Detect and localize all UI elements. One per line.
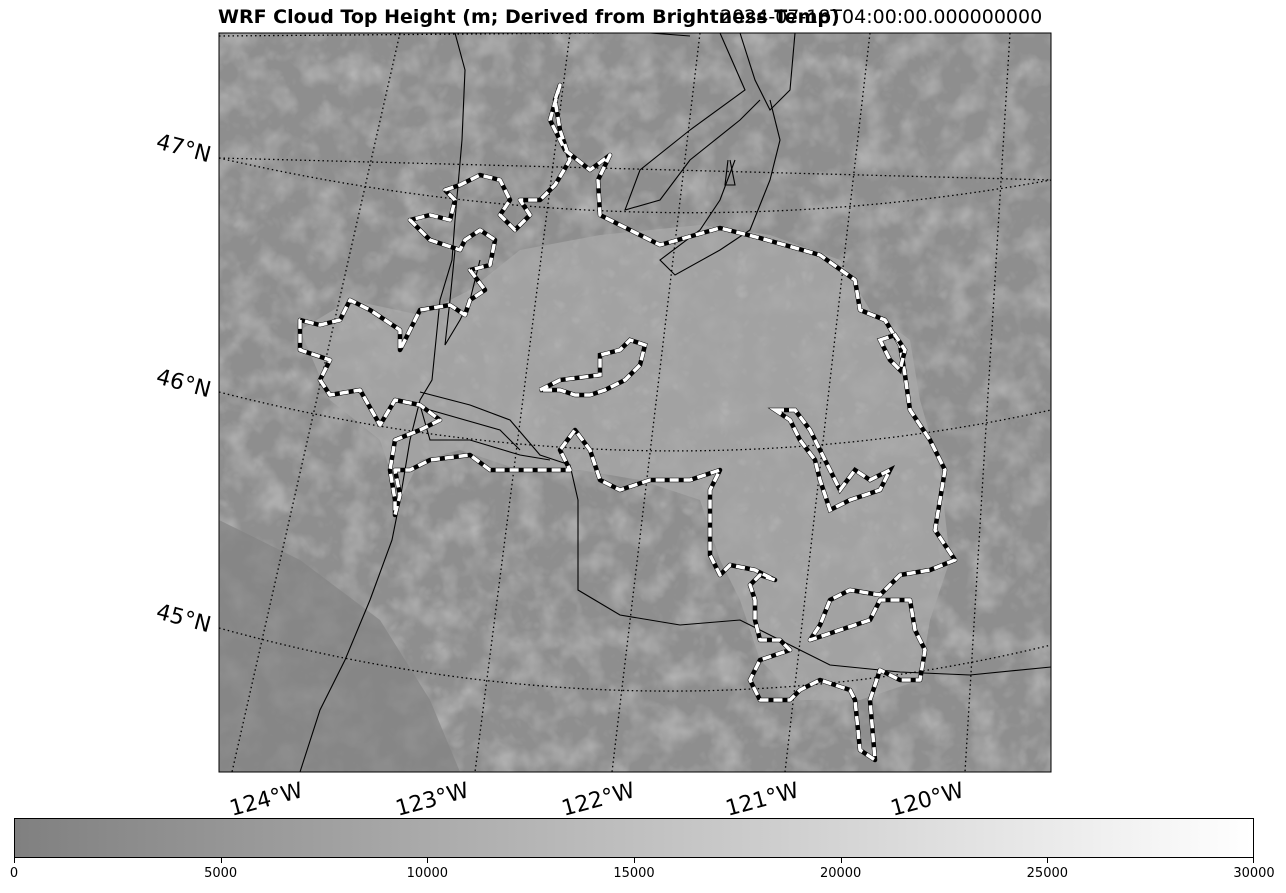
lon-label-122: 122°W bbox=[559, 778, 638, 822]
map-timestamp: 2024-07-18T04:00:00.000000000 bbox=[720, 6, 1043, 28]
colorbar-tick bbox=[1253, 858, 1254, 863]
cloud-contour bbox=[297, 82, 958, 763]
colorbar-tick-label: 30000 bbox=[1233, 866, 1275, 881]
colorbar-tick bbox=[427, 858, 429, 863]
lat-label-46: 46°N bbox=[153, 365, 213, 404]
colorbar-tick-label: 5000 bbox=[204, 866, 238, 881]
colorbar-tick-label: 20000 bbox=[819, 866, 862, 881]
lon-label-123: 123°W bbox=[393, 778, 472, 822]
lon-label-124: 124°W bbox=[227, 778, 306, 822]
map-title: WRF Cloud Top Height (m; Derived from Br… bbox=[218, 6, 840, 28]
colorbar-tick bbox=[634, 858, 635, 863]
gridlines bbox=[219, 33, 1051, 772]
colorbar-tick-label: 15000 bbox=[613, 866, 655, 881]
map-frame bbox=[218, 32, 1052, 773]
cloud-height-field bbox=[219, 33, 1051, 772]
colorbar-tick bbox=[14, 858, 15, 863]
colorbar-tick-label: 10000 bbox=[406, 866, 449, 881]
colorbar-tick-label: 25000 bbox=[1026, 866, 1069, 881]
colorbar-tick-label: 0 bbox=[9, 866, 19, 881]
colorbar-tick bbox=[840, 858, 842, 863]
lat-label-47: 47°N bbox=[153, 130, 213, 169]
colorbar-tick bbox=[1047, 858, 1049, 863]
lat-label-45: 45°N bbox=[153, 600, 213, 639]
lon-label-120: 120°W bbox=[888, 778, 967, 822]
boundaries bbox=[299, 33, 1051, 772]
colorbar-tick bbox=[220, 858, 222, 863]
lon-label-121: 121°W bbox=[723, 778, 802, 822]
colorbar bbox=[14, 818, 1254, 858]
